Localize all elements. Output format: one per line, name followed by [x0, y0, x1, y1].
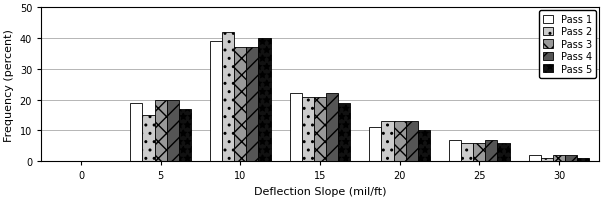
Bar: [577, 158, 589, 161]
Bar: [247, 48, 259, 161]
Bar: [130, 103, 142, 161]
Bar: [314, 97, 326, 161]
X-axis label: Deflection Slope (mil/ft): Deflection Slope (mil/ft): [254, 186, 387, 196]
Bar: [302, 97, 314, 161]
Bar: [222, 33, 234, 161]
Bar: [338, 103, 350, 161]
Bar: [289, 94, 302, 161]
Bar: [529, 155, 541, 161]
Bar: [210, 42, 222, 161]
Bar: [406, 122, 418, 161]
Bar: [418, 131, 430, 161]
Bar: [326, 94, 338, 161]
Bar: [234, 48, 247, 161]
Bar: [541, 158, 553, 161]
Bar: [259, 39, 271, 161]
Bar: [461, 143, 473, 161]
Legend: Pass 1, Pass 2, Pass 3, Pass 4, Pass 5: Pass 1, Pass 2, Pass 3, Pass 4, Pass 5: [540, 11, 596, 78]
Bar: [142, 115, 154, 161]
Bar: [553, 155, 565, 161]
Bar: [394, 122, 406, 161]
Bar: [565, 155, 577, 161]
Bar: [166, 100, 179, 161]
Bar: [449, 140, 461, 161]
Bar: [154, 100, 166, 161]
Bar: [179, 109, 191, 161]
Bar: [382, 122, 394, 161]
Bar: [370, 128, 382, 161]
Bar: [473, 143, 485, 161]
Y-axis label: Frequency (percent): Frequency (percent): [4, 29, 14, 141]
Bar: [497, 143, 510, 161]
Bar: [485, 140, 497, 161]
